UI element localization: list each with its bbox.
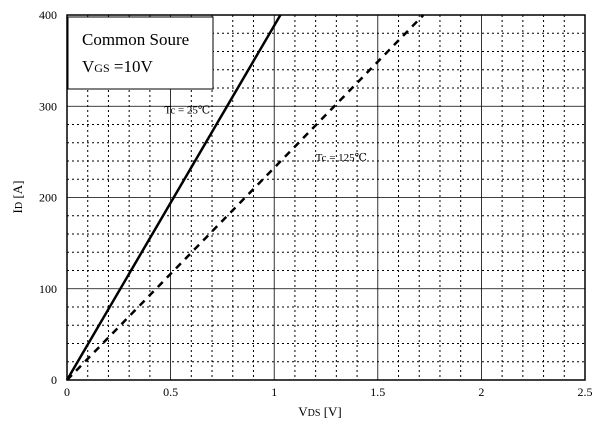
y-tick-label: 0 bbox=[51, 373, 57, 387]
x-axis-label: VDS [V] bbox=[298, 404, 341, 419]
x-tick-label: 0.5 bbox=[163, 385, 178, 399]
curve-label-2: Tc = 125℃ bbox=[316, 152, 367, 164]
condition-line-1: Common Soure bbox=[82, 30, 189, 49]
y-axis-label: ID [A] bbox=[10, 181, 25, 214]
x-tick-label: 1.5 bbox=[370, 385, 385, 399]
x-axis-ticks: 0 0.5 1 1.5 2 2.5 bbox=[64, 385, 593, 399]
x-tick-label: 2 bbox=[478, 385, 484, 399]
x-tick-label: 0 bbox=[64, 385, 70, 399]
y-tick-label: 400 bbox=[39, 8, 57, 22]
curve-label-1: Tc = 25℃ bbox=[164, 105, 210, 117]
y-axis-ticks: 0 100 200 300 400 bbox=[39, 8, 57, 387]
minor-grid bbox=[67, 15, 585, 380]
condition-line-2: VGS =10V bbox=[82, 57, 153, 76]
series-line-1 bbox=[65, 14, 282, 381]
y-tick-label: 300 bbox=[39, 99, 57, 113]
series-layer bbox=[65, 14, 425, 381]
y-tick-label: 100 bbox=[39, 282, 57, 296]
x-tick-label: 1 bbox=[271, 385, 277, 399]
curve-labels: Tc = 25℃ Tc = 125℃ bbox=[164, 105, 367, 164]
y-tick-label: 200 bbox=[39, 191, 57, 205]
condition-box: Common Soure VGS =10V bbox=[67, 16, 214, 90]
plot-area-frame bbox=[66, 14, 586, 381]
x-tick-label: 2.5 bbox=[578, 385, 593, 399]
